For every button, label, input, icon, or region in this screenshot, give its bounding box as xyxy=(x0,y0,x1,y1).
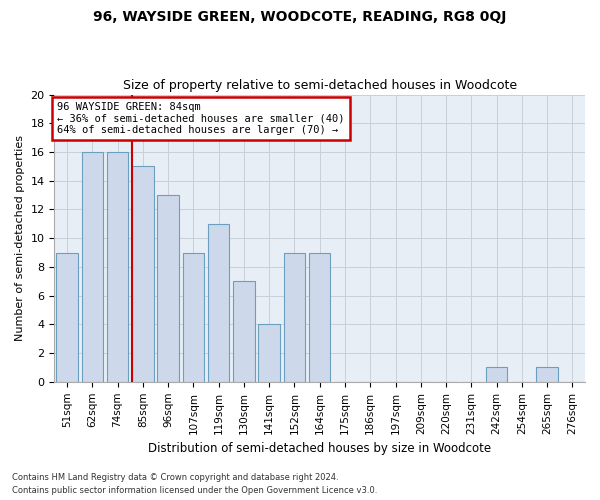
Bar xyxy=(536,368,558,382)
Bar xyxy=(56,252,78,382)
Bar xyxy=(259,324,280,382)
Bar xyxy=(486,368,508,382)
Bar xyxy=(309,252,331,382)
Bar xyxy=(157,195,179,382)
Bar xyxy=(208,224,229,382)
Text: Contains HM Land Registry data © Crown copyright and database right 2024.
Contai: Contains HM Land Registry data © Crown c… xyxy=(12,474,377,495)
Y-axis label: Number of semi-detached properties: Number of semi-detached properties xyxy=(15,135,25,341)
Bar xyxy=(132,166,154,382)
Text: 96 WAYSIDE GREEN: 84sqm
← 36% of semi-detached houses are smaller (40)
64% of se: 96 WAYSIDE GREEN: 84sqm ← 36% of semi-de… xyxy=(57,102,344,135)
Bar xyxy=(284,252,305,382)
Bar xyxy=(82,152,103,382)
Title: Size of property relative to semi-detached houses in Woodcote: Size of property relative to semi-detach… xyxy=(122,79,517,92)
X-axis label: Distribution of semi-detached houses by size in Woodcote: Distribution of semi-detached houses by … xyxy=(148,442,491,455)
Bar xyxy=(233,282,254,382)
Bar xyxy=(107,152,128,382)
Bar xyxy=(182,252,204,382)
Text: 96, WAYSIDE GREEN, WOODCOTE, READING, RG8 0QJ: 96, WAYSIDE GREEN, WOODCOTE, READING, RG… xyxy=(94,10,506,24)
